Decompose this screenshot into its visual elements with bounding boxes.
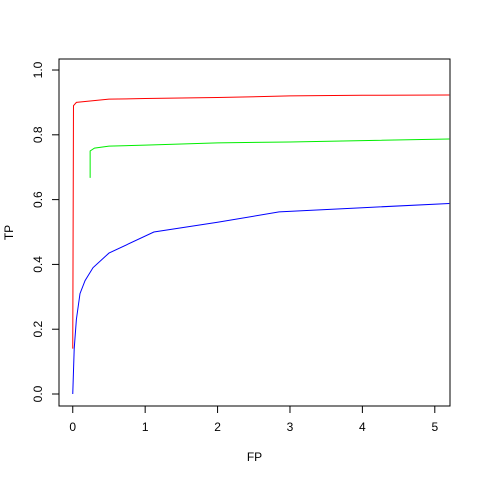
x-tick-label: 5 <box>431 420 438 434</box>
x-axis-label: FP <box>247 450 262 464</box>
x-tick-label: 0 <box>69 420 76 434</box>
series-line <box>72 203 450 395</box>
x-tick-label: 3 <box>287 420 294 434</box>
series-line <box>72 94 450 349</box>
y-tick-label: 0.6 <box>31 191 45 208</box>
plot-frame <box>58 58 451 407</box>
x-tick-label: 4 <box>359 420 366 434</box>
x-tick-label: 1 <box>142 420 149 434</box>
y-tick-label: 1.0 <box>31 61 45 78</box>
y-axis-label: TP <box>2 225 16 240</box>
y-tick-label: 0.8 <box>31 126 45 143</box>
y-tick-label: 0.2 <box>31 321 45 338</box>
y-tick-label: 0.4 <box>31 256 45 273</box>
series-line <box>89 138 450 178</box>
y-tick-label: 0.0 <box>31 385 45 402</box>
x-tick-label: 2 <box>214 420 221 434</box>
